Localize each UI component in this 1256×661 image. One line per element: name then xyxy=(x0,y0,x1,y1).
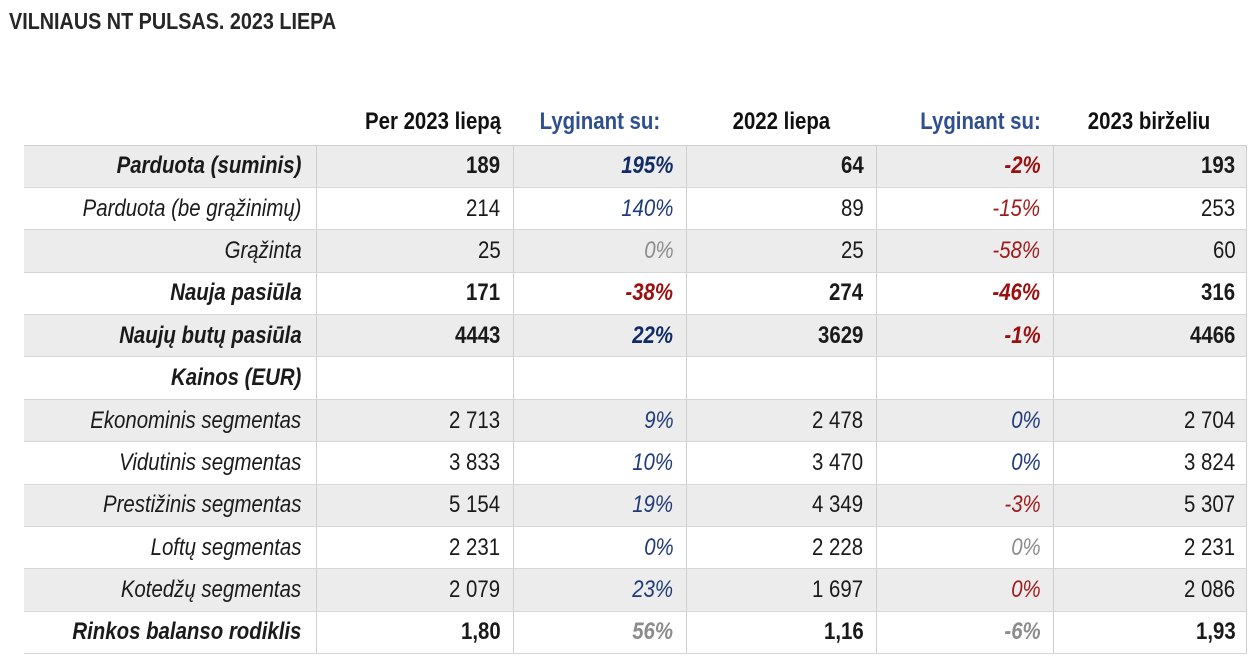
row-label: Vidutinis segmentas xyxy=(24,441,316,485)
value-current xyxy=(315,356,513,400)
row-label: Loftų segmentas xyxy=(24,526,316,570)
change-vs-year: 195% xyxy=(512,145,686,188)
change-vs-year: -38% xyxy=(512,272,686,316)
table-row: Rinkos balanso rodiklis 1,80 56% 1,16 -6% 1,9… xyxy=(24,611,1247,655)
table-row: Prestižinis segmentas 5 154 19% 4 349 -3% 5 3… xyxy=(24,484,1247,528)
value-previous-month: 316 xyxy=(1052,272,1247,316)
table-row: Parduota (suminis) 189 195% 64 -2% 193 xyxy=(24,145,1247,188)
value-previous-month: 253 xyxy=(1052,187,1247,231)
value-previous-month: 1,93 xyxy=(1052,611,1247,655)
value-previous-year: 89 xyxy=(685,187,876,231)
table-row: Vidutinis segmentas 3 833 10% 3 470 0% 3 824 xyxy=(24,441,1247,485)
value-current: 4443 xyxy=(315,314,513,358)
row-label: Kainos (EUR) xyxy=(24,356,316,400)
value-current: 1,80 xyxy=(315,611,513,655)
table-row: Kainos (EUR) xyxy=(24,356,1247,400)
change-vs-month xyxy=(875,356,1053,400)
change-vs-month: 0% xyxy=(875,399,1053,443)
value-previous-month: 2 704 xyxy=(1052,399,1247,443)
change-vs-year: 22% xyxy=(512,314,686,358)
value-previous-year: 64 xyxy=(685,145,876,188)
value-previous-year: 274 xyxy=(685,272,876,316)
value-previous-month: 193 xyxy=(1052,145,1247,188)
change-vs-month: -2% xyxy=(875,145,1053,188)
value-previous-month: 4466 xyxy=(1052,314,1247,358)
header-empty xyxy=(24,100,316,146)
value-previous-year: 2 478 xyxy=(685,399,876,443)
value-current: 189 xyxy=(315,145,513,188)
value-previous-year: 1 697 xyxy=(685,568,876,612)
value-previous-month xyxy=(1052,356,1247,400)
page-title: VILNIAUS NT PULSAS. 2023 LIEPA xyxy=(9,8,337,34)
change-vs-month: -46% xyxy=(875,272,1053,316)
value-previous-month: 2 086 xyxy=(1052,568,1247,612)
header-previous-month: 2023 birželiu xyxy=(1053,100,1246,146)
value-current: 214 xyxy=(315,187,513,231)
value-previous-year: 3 470 xyxy=(685,441,876,485)
value-previous-year xyxy=(685,356,876,400)
value-current: 171 xyxy=(315,272,513,316)
row-label: Nauja pasiūla xyxy=(24,272,316,316)
value-current: 3 833 xyxy=(315,441,513,485)
change-vs-year: 10% xyxy=(512,441,686,485)
value-current: 5 154 xyxy=(315,484,513,528)
header-compare-month: Lyginant su: xyxy=(876,100,1053,146)
change-vs-year: 140% xyxy=(512,187,686,231)
row-label: Prestižinis segmentas xyxy=(24,484,316,528)
value-current: 2 713 xyxy=(315,399,513,443)
table-row: Naujų butų pasiūla 4443 22% 3629 -1% 4466 xyxy=(24,314,1247,358)
change-vs-year: 23% xyxy=(512,568,686,612)
row-label: Ekonominis segmentas xyxy=(24,399,316,443)
change-vs-month: 0% xyxy=(875,568,1053,612)
change-vs-month: 0% xyxy=(875,526,1053,570)
table-row: Ekonominis segmentas 2 713 9% 2 478 0% 2 704 xyxy=(24,399,1247,443)
row-label: Rinkos balanso rodiklis xyxy=(24,611,316,655)
row-label: Grąžinta xyxy=(24,229,316,273)
value-previous-month: 3 824 xyxy=(1052,441,1247,485)
change-vs-year: 0% xyxy=(512,526,686,570)
row-label: Parduota (suminis) xyxy=(24,145,316,188)
change-vs-month: -1% xyxy=(875,314,1053,358)
header-compare-year: Lyginant su: xyxy=(513,100,686,146)
summary-table: Per 2023 liepą Lyginant su: 2022 liepa L… xyxy=(24,100,1247,655)
change-vs-year: 9% xyxy=(512,399,686,443)
value-previous-year: 3629 xyxy=(685,314,876,358)
value-previous-month: 60 xyxy=(1052,229,1247,273)
header-current-month: Per 2023 liepą xyxy=(316,100,513,146)
value-previous-year: 2 228 xyxy=(685,526,876,570)
change-vs-month: 0% xyxy=(875,441,1053,485)
row-label: Kotedžų segmentas xyxy=(24,568,316,612)
change-vs-year: 0% xyxy=(512,229,686,273)
value-current: 2 231 xyxy=(315,526,513,570)
value-previous-year: 4 349 xyxy=(685,484,876,528)
header-row: Per 2023 liepą Lyginant su: 2022 liepa L… xyxy=(24,100,1246,146)
value-current: 25 xyxy=(315,229,513,273)
change-vs-month: -58% xyxy=(875,229,1053,273)
table-row: Nauja pasiūla 171 -38% 274 -46% 316 xyxy=(24,272,1247,316)
table-row: Parduota (be grąžinimų) 214 140% 89 -15% 253 xyxy=(24,187,1247,231)
table-row: Loftų segmentas 2 231 0% 2 228 0% 2 231 xyxy=(24,526,1247,570)
value-previous-year: 25 xyxy=(685,229,876,273)
change-vs-month: -6% xyxy=(875,611,1053,655)
change-vs-year xyxy=(512,356,686,400)
table-row: Kotedžų segmentas 2 079 23% 1 697 0% 2 086 xyxy=(24,568,1247,612)
header-previous-year: 2022 liepa xyxy=(686,100,876,146)
value-previous-month: 5 307 xyxy=(1052,484,1247,528)
change-vs-month: -15% xyxy=(875,187,1053,231)
change-vs-month: -3% xyxy=(875,484,1053,528)
value-previous-year: 1,16 xyxy=(685,611,876,655)
change-vs-year: 56% xyxy=(512,611,686,655)
row-label: Parduota (be grąžinimų) xyxy=(24,187,316,231)
value-previous-month: 2 231 xyxy=(1052,526,1247,570)
change-vs-year: 19% xyxy=(512,484,686,528)
table-row: Grąžinta 25 0% 25 -58% 60 xyxy=(24,229,1247,273)
value-current: 2 079 xyxy=(315,568,513,612)
row-label: Naujų butų pasiūla xyxy=(24,314,316,358)
